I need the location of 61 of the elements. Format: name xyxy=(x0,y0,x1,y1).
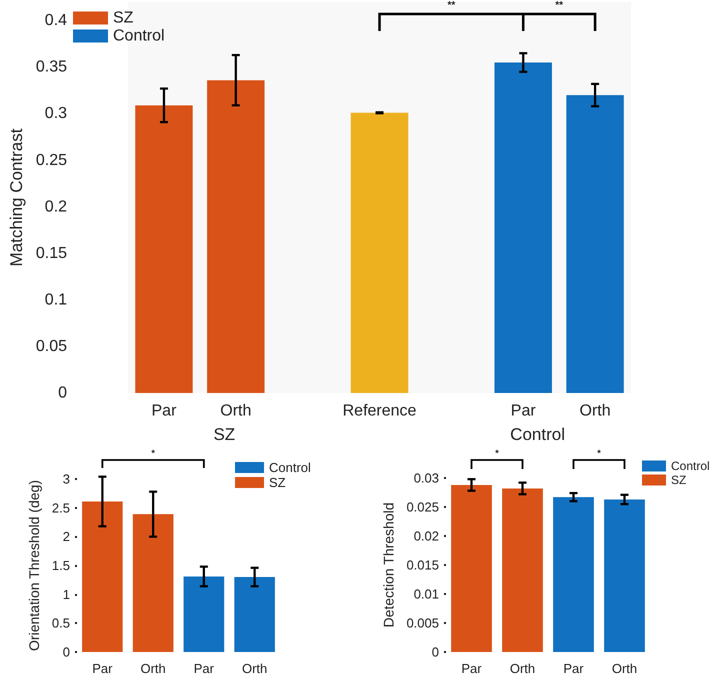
y-tick-label: 0.3 xyxy=(44,105,68,122)
bar xyxy=(494,62,552,393)
x-tick-label: Orth xyxy=(580,402,611,420)
x-tick-label: Orth xyxy=(140,661,166,675)
y-tick-label: 0.15 xyxy=(36,244,68,262)
bar xyxy=(82,501,123,652)
text: * xyxy=(151,448,156,458)
x-tick-label: Par xyxy=(461,661,482,675)
x-tick-label: Par xyxy=(92,661,114,675)
y-tick-label: 0.25 xyxy=(36,152,68,169)
y-tick-label: 0.05 xyxy=(36,338,68,355)
y-tick-label: 0.5 xyxy=(52,616,70,631)
bar xyxy=(132,514,174,652)
text: * xyxy=(495,448,500,458)
y-axis-title: Orientation Threshold (deg) xyxy=(26,480,42,651)
annotation: ** xyxy=(447,0,456,11)
bar xyxy=(350,112,408,393)
y-tick-label: 3 xyxy=(62,472,70,486)
y-tick-label: 0.4 xyxy=(44,12,68,30)
text: * xyxy=(597,448,602,458)
x-tick-label: Orth xyxy=(242,661,268,675)
text: SZ xyxy=(213,425,236,444)
text: Control xyxy=(510,425,565,444)
y-tick-label: 0.02 xyxy=(414,528,439,544)
bar xyxy=(207,80,265,393)
y-tick-label: 0.35 xyxy=(36,58,68,76)
y-tick-label: 1 xyxy=(62,586,70,602)
legend-label: SZ xyxy=(671,473,686,487)
legend-label: Control xyxy=(113,28,165,44)
bar xyxy=(184,576,224,652)
y-tick-label: 2 xyxy=(62,529,70,544)
x-tick-label: Orth xyxy=(510,661,536,675)
y-tick-label: 0.03 xyxy=(414,470,439,486)
x-tick-label: Orth xyxy=(612,661,638,675)
y-axis-title: Matching Contrast xyxy=(7,128,26,266)
x-tick-label: Par xyxy=(194,661,215,675)
legend-label: SZ xyxy=(269,475,286,490)
legend-label: Control xyxy=(671,459,710,473)
y-tick-label: 0.01 xyxy=(414,586,439,602)
x-tick-label: Par xyxy=(510,402,536,420)
y-tick-label: 2.5 xyxy=(52,500,70,516)
annotation: ** xyxy=(555,0,564,11)
y-tick-label: 0.015 xyxy=(406,558,439,572)
bar xyxy=(135,105,193,393)
x-tick-label: Par xyxy=(563,661,584,675)
bar xyxy=(234,577,275,652)
bar xyxy=(566,95,624,393)
legend-label: Control xyxy=(269,460,312,475)
legend-label: SZ xyxy=(113,10,134,26)
y-tick-label: 0.1 xyxy=(44,291,68,308)
x-tick-label: Par xyxy=(152,402,178,420)
x-tick-label: Reference xyxy=(342,402,417,420)
y-axis-title: Detection Threshold xyxy=(380,502,397,628)
y-tick-label: 0 xyxy=(432,644,439,660)
y-tick-label: 1.5 xyxy=(52,558,70,573)
y-tick-label: 0.025 xyxy=(406,500,439,514)
x-tick-label: Orth xyxy=(220,402,252,420)
y-tick-label: 0.005 xyxy=(406,616,439,630)
y-tick-label: 0 xyxy=(58,384,68,402)
y-tick-label: 0 xyxy=(62,644,70,660)
y-tick-label: 0.2 xyxy=(44,198,68,216)
